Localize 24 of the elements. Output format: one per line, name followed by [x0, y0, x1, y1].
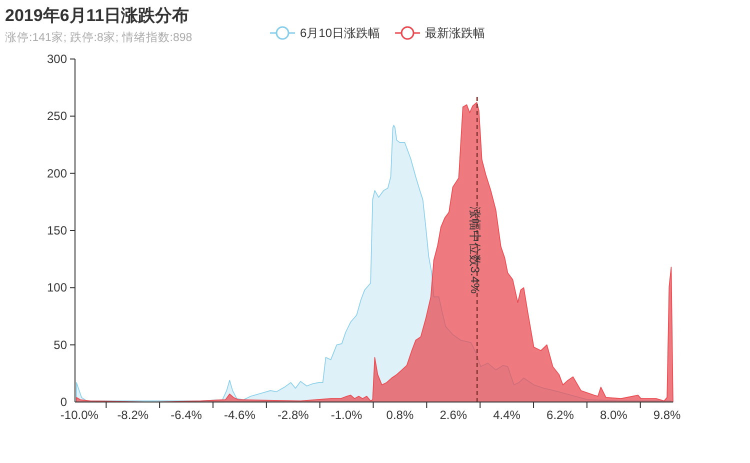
x-tick-label: -1.0% — [330, 408, 363, 422]
subtitle: 涨停:141家; 跌停:8家; 情绪指数:898 — [5, 32, 192, 44]
x-tick-label: 4.4% — [493, 408, 521, 422]
y-tick-label: 100 — [46, 280, 68, 295]
x-tick-label: 8.0% — [600, 408, 628, 422]
y-tick-label: 200 — [46, 166, 68, 180]
y-tick-label: 250 — [46, 109, 68, 124]
x-tick-label: -10.0% — [60, 408, 99, 422]
title: 2019年6月11日涨跌分布 — [5, 6, 190, 25]
x-tick-label: 9.8% — [653, 408, 682, 422]
x-tick-label: -2.8% — [277, 408, 310, 422]
ref-line-label: 涨幅中位数3.4% — [468, 206, 482, 294]
x-tick-label: 0.8% — [386, 408, 414, 422]
y-tick-label: 0 — [60, 395, 68, 409]
y-tick-label: 150 — [46, 224, 68, 238]
x-tick-label: -6.4% — [170, 408, 202, 422]
y-tick-label: 50 — [54, 338, 68, 352]
legend-label: 6月10日涨跌幅 — [300, 26, 380, 40]
x-tick-label: -4.6% — [224, 408, 256, 422]
x-tick-label: 2.6% — [440, 408, 468, 422]
y-tick-label: 300 — [46, 52, 68, 66]
x-tick-label: -8.2% — [117, 408, 149, 422]
x-tick-label: 6.2% — [546, 408, 574, 422]
legend-label: 最新涨跌幅 — [425, 26, 486, 40]
